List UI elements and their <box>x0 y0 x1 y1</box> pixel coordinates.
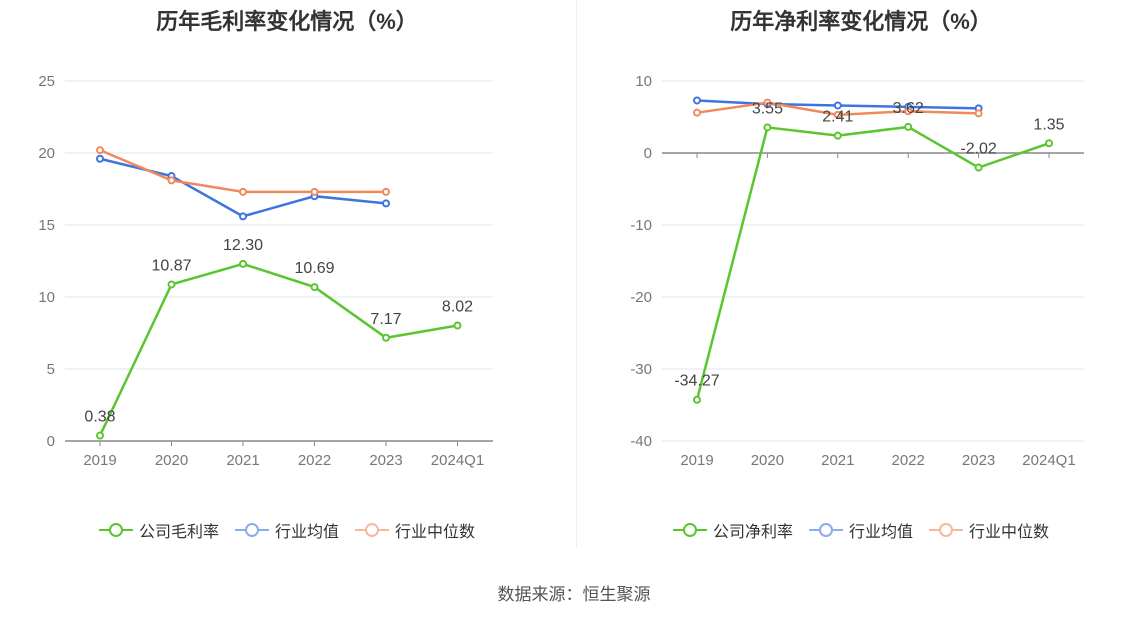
chart-title: 历年毛利率变化情况（%） <box>156 9 418 34</box>
x-tick-label: 2023 <box>369 452 402 469</box>
x-tick-label: 2021 <box>226 452 259 469</box>
data-point-industry_median <box>239 187 247 196</box>
y-tick-label: -10 <box>630 217 652 234</box>
data-point-industry_avg <box>382 199 390 208</box>
data-point-industry_avg <box>693 96 701 105</box>
data-label: 7.17 <box>370 311 401 328</box>
data-point-industry_avg <box>833 101 842 110</box>
x-tick-label: 2022 <box>892 452 925 469</box>
data-label: 2.41 <box>822 109 853 126</box>
data-point-industry_avg <box>239 212 247 221</box>
x-tick-label: 2024Q1 <box>1022 452 1075 469</box>
y-tick-label: -30 <box>630 361 652 378</box>
data-point-company <box>167 280 176 289</box>
data-point-company <box>974 163 983 172</box>
panel-divider <box>576 0 577 548</box>
x-tick-label: 2020 <box>751 452 784 469</box>
legend-item-company[interactable]: 公司毛利率 <box>98 518 219 542</box>
data-label: 3.62 <box>893 100 924 117</box>
y-tick-label: 20 <box>38 145 55 162</box>
data-label: 8.02 <box>442 299 473 316</box>
legend-item-industry_median[interactable]: 行业中位数 <box>929 518 1049 542</box>
data-point-company <box>833 131 842 140</box>
x-tick-label: 2023 <box>962 452 995 469</box>
y-tick-label: 5 <box>47 361 55 378</box>
y-tick-label: 15 <box>38 217 55 234</box>
chart-legend: 公司净利率 行业均值 行业中位数 <box>574 518 1148 542</box>
data-point-company <box>693 395 701 404</box>
y-tick-label: -20 <box>630 289 652 306</box>
legend-label: 行业中位数 <box>395 524 476 541</box>
data-label: -2.02 <box>960 141 997 158</box>
series-line-industry_median <box>99 148 386 194</box>
chart-title: 历年净利率变化情况（%） <box>730 9 992 34</box>
legend-item-industry_avg[interactable]: 行业均值 <box>234 518 339 542</box>
data-source: 数据来源：恒生聚源 <box>497 585 651 604</box>
data-point-industry_avg <box>96 154 104 163</box>
data-point-industry_median <box>763 98 772 107</box>
y-tick-label: 0 <box>47 433 55 450</box>
data-point-company <box>453 321 462 330</box>
x-tick-label: 2021 <box>821 452 854 469</box>
data-point-company <box>904 122 913 131</box>
y-tick-label: -40 <box>630 433 652 450</box>
legend-label: 行业均值 <box>274 524 339 541</box>
data-label: 0.38 <box>84 409 115 426</box>
legend-item-company[interactable]: 公司净利率 <box>672 518 793 542</box>
data-point-company <box>96 431 104 440</box>
legend-item-industry_median[interactable]: 行业中位数 <box>355 518 475 542</box>
legend-label: 行业均值 <box>848 524 913 541</box>
data-label: 3.55 <box>752 100 783 117</box>
data-point-company <box>1045 139 1053 148</box>
series-line-company <box>98 262 458 437</box>
data-label: 10.87 <box>151 257 191 274</box>
x-tick-label: 2019 <box>83 452 116 469</box>
legend-swatch-icon <box>355 522 389 538</box>
legend-swatch-icon <box>98 522 133 538</box>
legend-item-industry_avg[interactable]: 行业均值 <box>808 518 913 542</box>
series-line-company <box>695 125 1050 401</box>
gross-margin-chart: 0 5 10 15 20 25 2019 2020 2021 2022 2023 2024Q1 0.38… <box>38 73 493 469</box>
data-point-industry_median <box>693 108 701 117</box>
x-tick-label: 2022 <box>298 452 331 469</box>
data-point-company <box>382 333 390 342</box>
legend-swatch-icon <box>234 522 269 538</box>
data-point-industry_median <box>167 176 176 185</box>
data-point-company <box>239 259 247 268</box>
data-point-industry_median <box>310 187 319 196</box>
data-label: 1.35 <box>1033 116 1064 133</box>
y-tick-label: 10 <box>38 289 55 306</box>
data-point-industry_median <box>382 187 390 196</box>
data-label: 10.69 <box>294 260 334 277</box>
data-point-industry_median <box>904 107 913 116</box>
data-point-company <box>763 123 772 132</box>
y-tick-label: 10 <box>635 73 652 90</box>
data-point-industry_median <box>96 146 104 155</box>
x-tick-label: 2020 <box>155 452 188 469</box>
legend-swatch-icon <box>929 522 963 538</box>
x-tick-label: 2019 <box>680 452 713 469</box>
net-margin-panel: 历年净利率变化情况（%） -40 -30 -20 -10 0 10 2019 2020 2021… <box>574 0 1148 560</box>
y-tick-label: 25 <box>38 73 55 90</box>
chart-legend: 公司毛利率 行业均值 行业中位数 <box>0 518 574 542</box>
legend-label: 公司净利率 <box>712 524 793 541</box>
legend-swatch-icon <box>808 522 843 538</box>
gross-margin-panel: 历年毛利率变化情况（%） 0 5 10 15 20 25 2019 2020 2021 2022 2… <box>0 0 574 560</box>
data-label: -34.27 <box>674 373 719 390</box>
legend-label: 行业中位数 <box>969 524 1050 541</box>
data-label: 12.30 <box>223 237 263 254</box>
data-point-industry_median <box>833 110 842 119</box>
x-tick-label: 2024Q1 <box>431 452 484 469</box>
y-tick-label: 0 <box>644 145 652 162</box>
legend-swatch-icon <box>672 522 707 538</box>
legend-label: 公司毛利率 <box>138 524 219 541</box>
data-point-industry_median <box>974 109 983 118</box>
data-point-company <box>310 283 319 292</box>
net-margin-chart: -40 -30 -20 -10 0 10 2019 2020 2021 2022 2023 2024Q… <box>630 73 1084 469</box>
